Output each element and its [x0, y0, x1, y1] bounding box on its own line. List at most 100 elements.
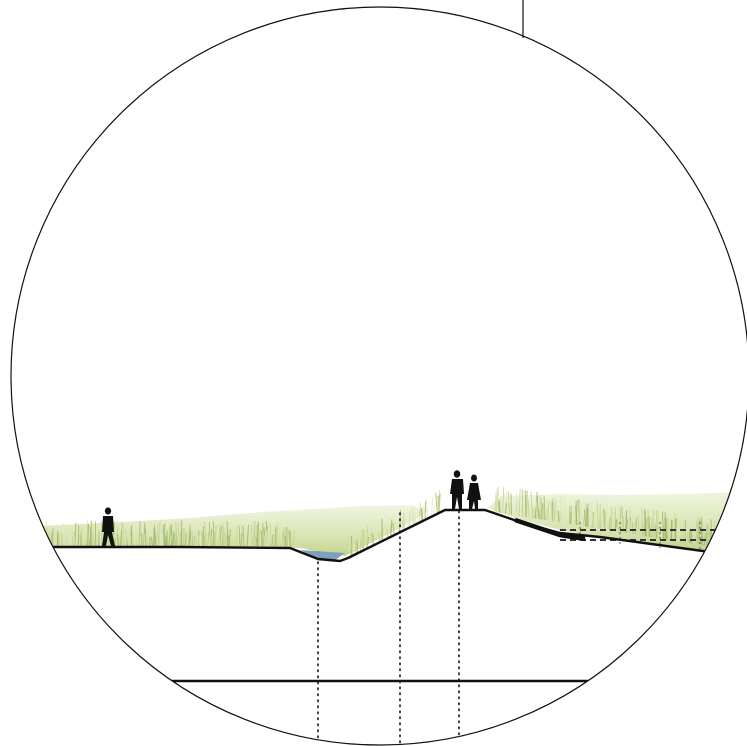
reed-stroke [608, 516, 611, 531]
reed-stroke [743, 529, 746, 552]
reed-stroke [412, 506, 415, 525]
reed-stroke [164, 537, 166, 547]
reed-stroke [78, 531, 81, 547]
reed-stroke [554, 496, 558, 522]
reed-stroke [647, 509, 650, 537]
reed-stroke [281, 532, 284, 547]
reed-stroke [502, 486, 505, 514]
reed-stroke [360, 541, 363, 550]
reed-stroke [727, 527, 730, 550]
reed-stroke [168, 525, 171, 547]
reed-stroke [201, 533, 204, 547]
reed-stroke [246, 524, 249, 547]
reed-stroke [243, 530, 247, 547]
reed-stroke [742, 534, 745, 552]
reed-stroke [416, 513, 419, 523]
reed-stroke [732, 534, 734, 551]
reed-stroke [356, 540, 359, 553]
reed-stroke [269, 523, 273, 547]
dotted-guide-lines [317, 510, 460, 745]
reed-stroke [253, 524, 255, 547]
reed-stroke [735, 525, 738, 551]
reed-stroke [88, 537, 91, 547]
reed-stroke [696, 517, 699, 545]
reed-stroke [690, 528, 693, 544]
reed-stroke [402, 521, 404, 530]
reed-stroke [377, 520, 380, 542]
reed-stroke [73, 534, 76, 547]
reed-stroke [125, 528, 128, 547]
reed-stroke [510, 493, 513, 515]
reed-stroke [61, 533, 64, 547]
reed-stroke [59, 531, 62, 547]
reed-stroke [560, 496, 562, 523]
reed-stroke [419, 502, 423, 521]
reed-stroke [571, 505, 574, 525]
reed-stroke [172, 530, 174, 547]
reed-stroke [573, 513, 576, 525]
reed-stroke [89, 526, 92, 547]
reed-stroke [557, 510, 560, 523]
reed-stroke [517, 504, 520, 516]
reed-stroke [530, 491, 533, 519]
reed-stroke [634, 519, 637, 535]
reed-vegetation [40, 486, 747, 556]
reed-stroke [732, 523, 735, 551]
reed-stroke [184, 532, 187, 547]
reed-stroke [214, 524, 217, 547]
reed-stroke [228, 529, 231, 547]
reed-stroke [352, 544, 355, 555]
human-figure-center-b [467, 474, 481, 509]
reed-stroke [436, 499, 439, 513]
reed-stroke [527, 499, 530, 518]
reed-stroke [271, 534, 274, 547]
reed-stroke [518, 488, 521, 516]
reed-stroke [148, 528, 150, 547]
reed-stroke [652, 509, 655, 538]
reed-stroke [177, 522, 180, 547]
reed-stroke [583, 509, 587, 527]
reed-stroke [515, 492, 518, 516]
reed-stroke [735, 531, 738, 551]
reed-stroke [249, 533, 252, 547]
reed-stroke [132, 522, 134, 547]
reed-stroke [575, 505, 578, 526]
reed-stroke [67, 524, 69, 547]
reed-strokes [44, 486, 747, 556]
reed-stroke [591, 507, 594, 528]
reed-stroke [561, 507, 564, 523]
reed-stroke [635, 524, 639, 535]
reed-stroke [725, 538, 727, 550]
reed-stroke [633, 513, 635, 535]
reed-stroke [676, 529, 679, 542]
reed-stroke [536, 495, 539, 520]
reed-stroke [497, 501, 500, 513]
reed-stroke [361, 529, 364, 550]
reed-stroke [693, 532, 695, 544]
reed-stroke [238, 525, 241, 547]
reed-stroke [263, 535, 266, 547]
reed-stroke [628, 506, 631, 534]
reed-stroke [202, 526, 205, 547]
reed-stroke [223, 526, 225, 547]
paving-slab [514, 517, 586, 542]
human-figure-center-a [450, 470, 464, 509]
reed-stroke [150, 536, 153, 547]
reed-stroke [726, 538, 729, 550]
reed-stroke [237, 524, 240, 547]
reed-stroke [689, 529, 691, 544]
reed-stroke [242, 525, 245, 547]
reed-stroke [402, 512, 406, 529]
reed-stroke [745, 541, 747, 553]
reed-stroke [172, 533, 175, 547]
reed-stroke [224, 532, 227, 547]
reed-stroke [186, 534, 189, 547]
reed-stroke [524, 490, 527, 517]
reed-stroke [129, 536, 131, 547]
reed-stroke [71, 532, 74, 547]
reed-stroke [175, 520, 178, 547]
reed-stroke [535, 500, 538, 519]
reed-stroke [99, 531, 102, 547]
reed-stroke [133, 533, 136, 547]
reed-stroke [554, 507, 557, 522]
